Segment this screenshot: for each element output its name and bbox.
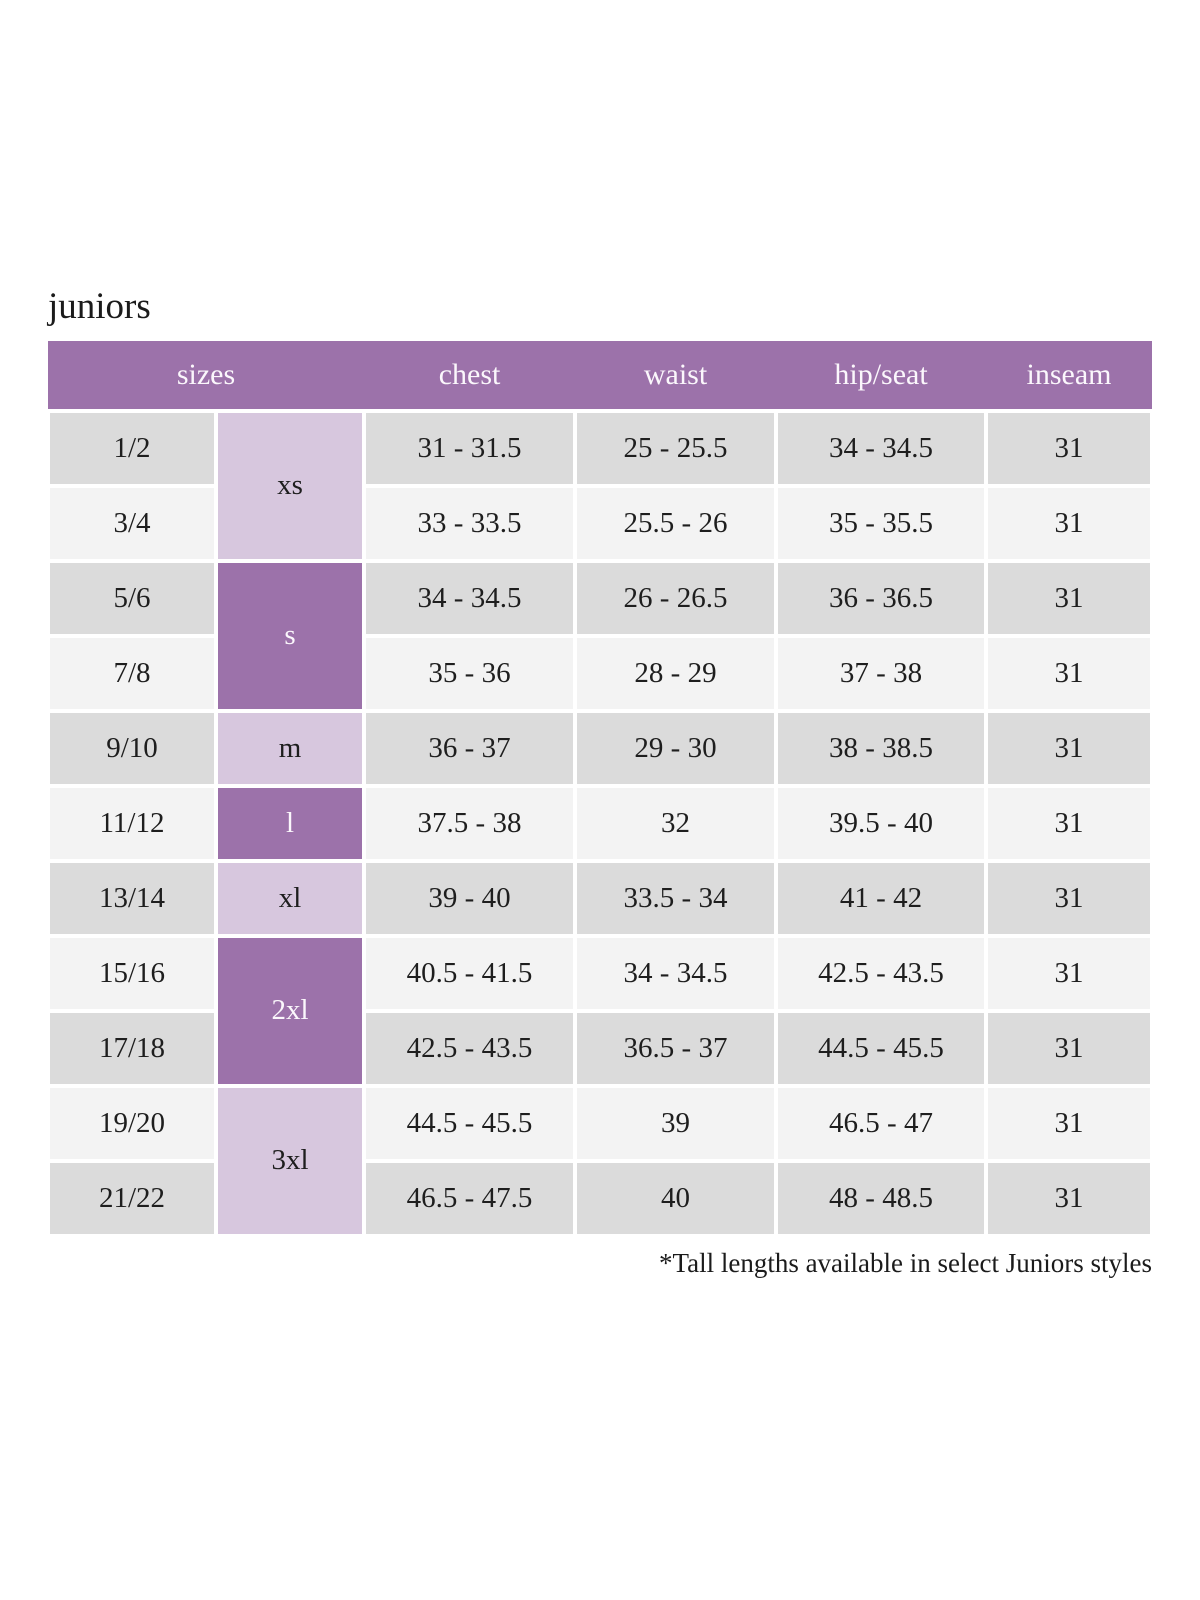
size-number-cell: 15/16 <box>48 935 216 1011</box>
hip-seat-cell: 46.5 - 47 <box>776 1085 987 1161</box>
waist-cell: 33.5 - 34 <box>575 860 777 936</box>
chest-cell: 37.5 - 38 <box>364 785 576 861</box>
size-number-cell: 9/10 <box>48 710 216 786</box>
size-number-cell: 21/22 <box>48 1160 216 1236</box>
waist-cell: 34 - 34.5 <box>575 935 777 1011</box>
inseam-cell: 31 <box>986 1160 1153 1236</box>
inseam-cell: 31 <box>986 710 1153 786</box>
table-row: 1/2 xs 31 - 31.5 25 - 25.5 34 - 34.5 31 <box>48 410 1153 561</box>
hip-seat-cell: 37 - 38 <box>776 635 987 711</box>
chest-cell: 36 - 37 <box>364 710 576 786</box>
hip-seat-cell: 38 - 38.5 <box>776 710 987 786</box>
size-group-cell-l: l <box>216 785 365 861</box>
inseam-cell: 31 <box>986 485 1153 561</box>
chest-cell: 42.5 - 43.5 <box>364 1010 576 1086</box>
table-row: 11/12 l 37.5 - 38 32 39.5 - 40 31 <box>48 785 1153 861</box>
size-group-cell-3xl: 3xl <box>216 1085 365 1236</box>
col-header-waist: waist <box>575 340 777 411</box>
size-number-cell: 17/18 <box>48 1010 216 1086</box>
table-row: 5/6 s 34 - 34.5 26 - 26.5 36 - 36.5 31 <box>48 560 1153 711</box>
waist-cell: 36.5 - 37 <box>575 1010 777 1086</box>
size-number-cell: 3/4 <box>48 485 216 561</box>
waist-cell: 26 - 26.5 <box>575 560 777 636</box>
size-group-cell-2xl: 2xl <box>216 935 365 1086</box>
size-group-cell-m: m <box>216 710 365 786</box>
inseam-cell: 31 <box>986 635 1153 711</box>
size-group-cell-xl: xl <box>216 860 365 936</box>
hip-seat-cell: 39.5 - 40 <box>776 785 987 861</box>
chest-cell: 34 - 34.5 <box>364 560 576 636</box>
hip-seat-cell: 34 - 34.5 <box>776 410 987 486</box>
inseam-cell: 31 <box>986 410 1153 486</box>
waist-cell: 40 <box>575 1160 777 1236</box>
table-row: 17/18 42.5 - 43.5 36.5 - 37 44.5 - 45.5 … <box>48 1010 1153 1086</box>
table-row: 9/10 m 36 - 37 29 - 30 38 - 38.5 31 <box>48 710 1153 786</box>
chest-cell: 31 - 31.5 <box>364 410 576 486</box>
inseam-cell: 31 <box>986 1085 1153 1161</box>
chest-cell: 44.5 - 45.5 <box>364 1085 576 1161</box>
page-title: juniors <box>48 286 151 327</box>
hip-seat-cell: 44.5 - 45.5 <box>776 1010 987 1086</box>
inseam-cell: 31 <box>986 785 1153 861</box>
inseam-cell: 31 <box>986 1010 1153 1086</box>
header-row: sizes chest waist hip/seat inseam <box>48 340 1153 411</box>
chest-cell: 35 - 36 <box>364 635 576 711</box>
table-row: 19/20 3xl 44.5 - 45.5 39 46.5 - 47 31 <box>48 1085 1153 1236</box>
size-number-cell: 19/20 <box>48 1085 216 1161</box>
size-number-cell: 7/8 <box>48 635 216 711</box>
table-row: 3/4 33 - 33.5 25.5 - 26 35 - 35.5 31 <box>48 485 1153 561</box>
waist-cell: 29 - 30 <box>575 710 777 786</box>
table-row: 21/22 46.5 - 47.5 40 48 - 48.5 31 <box>48 1160 1153 1236</box>
chest-cell: 39 - 40 <box>364 860 576 936</box>
hip-seat-cell: 48 - 48.5 <box>776 1160 987 1236</box>
col-header-chest: chest <box>364 340 576 411</box>
waist-cell: 39 <box>575 1085 777 1161</box>
size-number-cell: 11/12 <box>48 785 216 861</box>
waist-cell: 32 <box>575 785 777 861</box>
chest-cell: 40.5 - 41.5 <box>364 935 576 1011</box>
inseam-cell: 31 <box>986 860 1153 936</box>
hip-seat-cell: 42.5 - 43.5 <box>776 935 987 1011</box>
size-number-cell: 1/2 <box>48 410 216 486</box>
chest-cell: 33 - 33.5 <box>364 485 576 561</box>
footnote: *Tall lengths available in select Junior… <box>658 1247 1152 1278</box>
waist-cell: 25 - 25.5 <box>575 410 777 486</box>
hip-seat-cell: 36 - 36.5 <box>776 560 987 636</box>
table-row: 7/8 35 - 36 28 - 29 37 - 38 31 <box>48 635 1153 711</box>
size-group-cell-xs: xs <box>216 410 365 561</box>
col-header-sizes: sizes <box>48 340 365 411</box>
col-header-inseam: inseam <box>986 340 1153 411</box>
size-group-cell-s: s <box>216 560 365 711</box>
table-row: 13/14 xl 39 - 40 33.5 - 34 41 - 42 31 <box>48 860 1153 936</box>
col-header-hip-seat: hip/seat <box>776 340 987 411</box>
table-header: sizes chest waist hip/seat inseam <box>48 340 1153 411</box>
chest-cell: 46.5 - 47.5 <box>364 1160 576 1236</box>
size-number-cell: 5/6 <box>48 560 216 636</box>
inseam-cell: 31 <box>986 560 1153 636</box>
inseam-cell: 31 <box>986 935 1153 1011</box>
waist-cell: 28 - 29 <box>575 635 777 711</box>
hip-seat-cell: 35 - 35.5 <box>776 485 987 561</box>
juniors-size-table: sizes chest waist hip/seat inseam 1/2 xs… <box>48 340 1153 1236</box>
hip-seat-cell: 41 - 42 <box>776 860 987 936</box>
size-number-cell: 13/14 <box>48 860 216 936</box>
waist-cell: 25.5 - 26 <box>575 485 777 561</box>
table-row: 15/16 2xl 40.5 - 41.5 34 - 34.5 42.5 - 4… <box>48 935 1153 1086</box>
table-body: 1/2 xs 31 - 31.5 25 - 25.5 34 - 34.5 31 … <box>48 410 1153 1236</box>
